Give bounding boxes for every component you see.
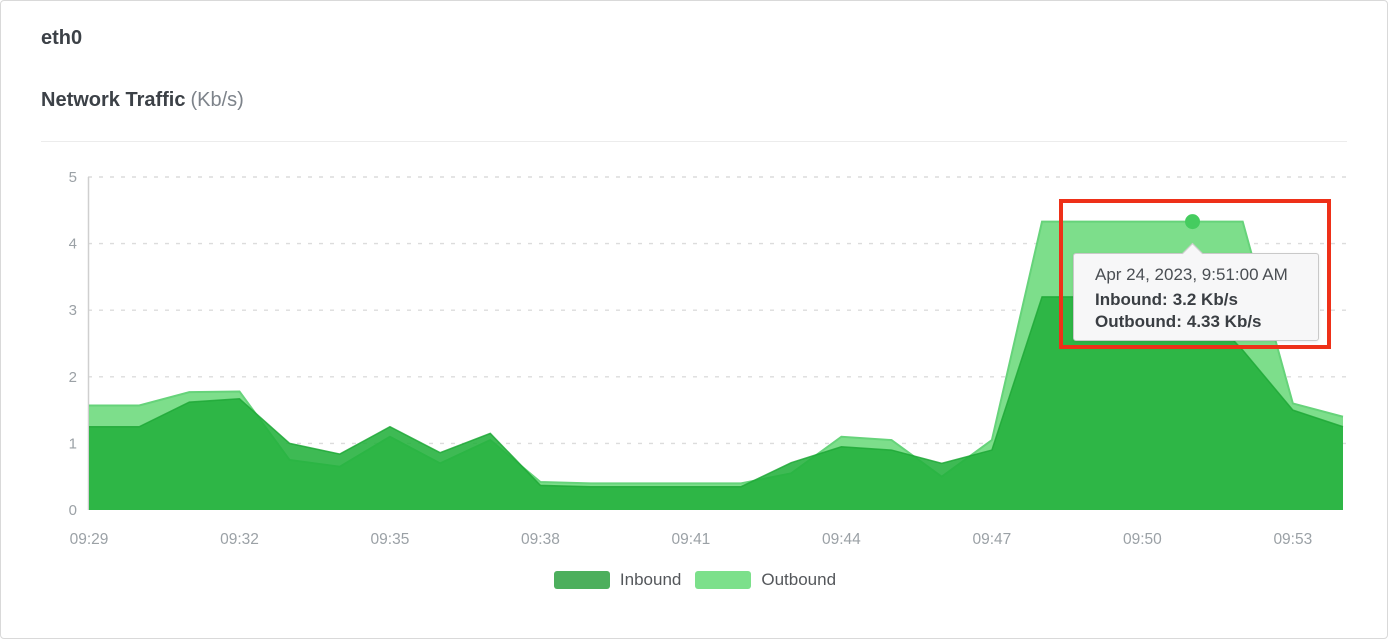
x-tick-label: 09:32 <box>220 531 259 548</box>
x-tick-label: 09:41 <box>672 531 711 548</box>
tooltip-outbound-row: Outbound: 4.33 Kb/s <box>1095 311 1318 333</box>
tooltip-timestamp: Apr 24, 2023, 9:51:00 AM <box>1095 265 1288 284</box>
y-tick-label: 0 <box>69 502 77 519</box>
tooltip-inbound-value: 3.2 Kb/s <box>1172 290 1238 309</box>
legend-item-outbound[interactable]: Outbound <box>695 570 836 590</box>
x-tick-label: 09:44 <box>822 531 861 548</box>
x-tick-label: 09:47 <box>972 531 1011 548</box>
outbound-swatch <box>695 571 752 589</box>
y-tick-label: 1 <box>69 435 77 452</box>
inbound-area <box>89 296 1343 510</box>
header-divider <box>41 141 1347 142</box>
chart-title-unit: (Kb/s) <box>190 89 244 111</box>
outbound-legend-label: Outbound <box>761 570 837 589</box>
y-tick-label: 3 <box>69 302 77 319</box>
chart-legend: Inbound Outbound <box>1 567 1387 593</box>
chart-title-text: Network Traffic <box>41 89 186 111</box>
y-tick-label: 2 <box>69 369 77 386</box>
x-tick-label: 09:50 <box>1123 531 1162 548</box>
chart-tooltip: Apr 24, 2023, 9:51:00 AM Inbound: 3.2 Kb/… <box>1073 242 1319 341</box>
tooltip-inbound-label: Inbound: <box>1095 290 1168 309</box>
legend-item-inbound[interactable]: Inbound <box>553 570 682 590</box>
tooltip-outbound-value: 4.33 Kb/s <box>1186 312 1262 331</box>
tooltip-inbound-row: Inbound: 3.2 Kb/s <box>1095 289 1318 311</box>
y-tick-label: 5 <box>69 169 77 186</box>
x-tick-label: 09:38 <box>521 531 560 548</box>
chart-title: Network Traffic (Kb/s) <box>41 89 244 112</box>
x-tick-label: 09:35 <box>371 531 410 548</box>
tooltip-outbound-label: Outbound: <box>1095 312 1182 331</box>
x-tick-label: 09:29 <box>70 531 109 548</box>
x-tick-label: 09:53 <box>1273 531 1312 548</box>
red-highlight-box <box>1059 199 1331 349</box>
tooltip-marker-dot <box>1185 214 1201 230</box>
interface-title: eth0 <box>41 27 83 49</box>
inbound-swatch <box>553 571 610 589</box>
inbound-legend-label: Inbound <box>619 570 682 589</box>
y-tick-label: 4 <box>69 236 77 253</box>
